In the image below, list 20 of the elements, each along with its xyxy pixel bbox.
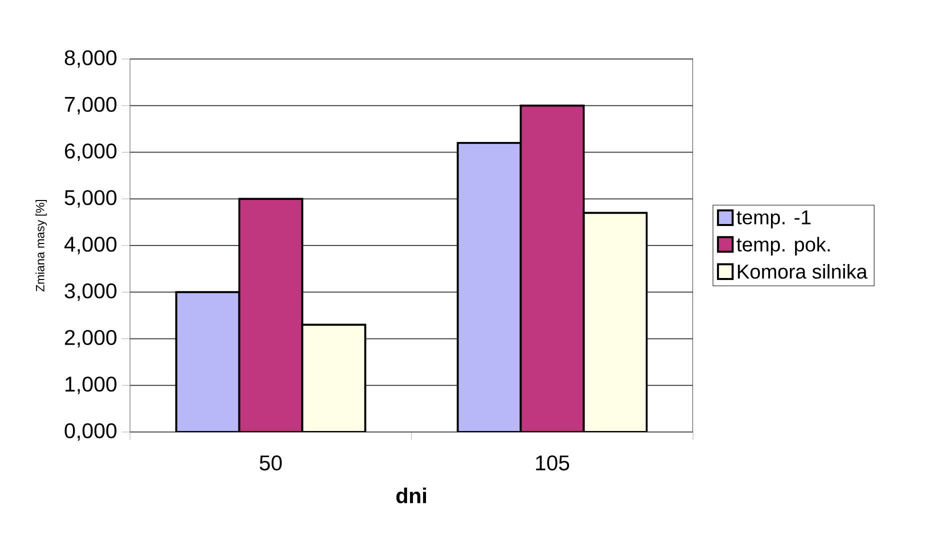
y-tick-label: 3,000 xyxy=(64,283,116,301)
legend-label: temp. pok. xyxy=(736,236,830,256)
legend-label: temp. -1 xyxy=(736,210,811,228)
y-tick-label: 1,000 xyxy=(66,376,116,394)
legend-label: Komora silnika xyxy=(738,264,868,279)
y-axis-title: Zmiana masy [%] xyxy=(36,200,47,292)
x-tick-label: 50 xyxy=(260,455,282,470)
bar xyxy=(175,291,240,432)
x-tick-label: 105 xyxy=(536,455,570,470)
x-axis-title: dni xyxy=(396,488,426,504)
y-tick-label: 7,000 xyxy=(64,96,116,114)
y-tick-label: 0,000 xyxy=(64,423,116,441)
y-tick-label: 8,000 xyxy=(64,50,116,68)
bar xyxy=(301,324,366,432)
bar xyxy=(582,212,648,432)
y-tick-label: 6,000 xyxy=(64,143,116,162)
bar xyxy=(456,142,522,432)
y-tick-label: 4,000 xyxy=(64,236,116,254)
y-tick-label: 2,000 xyxy=(64,330,116,348)
y-tick-label: 5,000 xyxy=(64,190,116,208)
